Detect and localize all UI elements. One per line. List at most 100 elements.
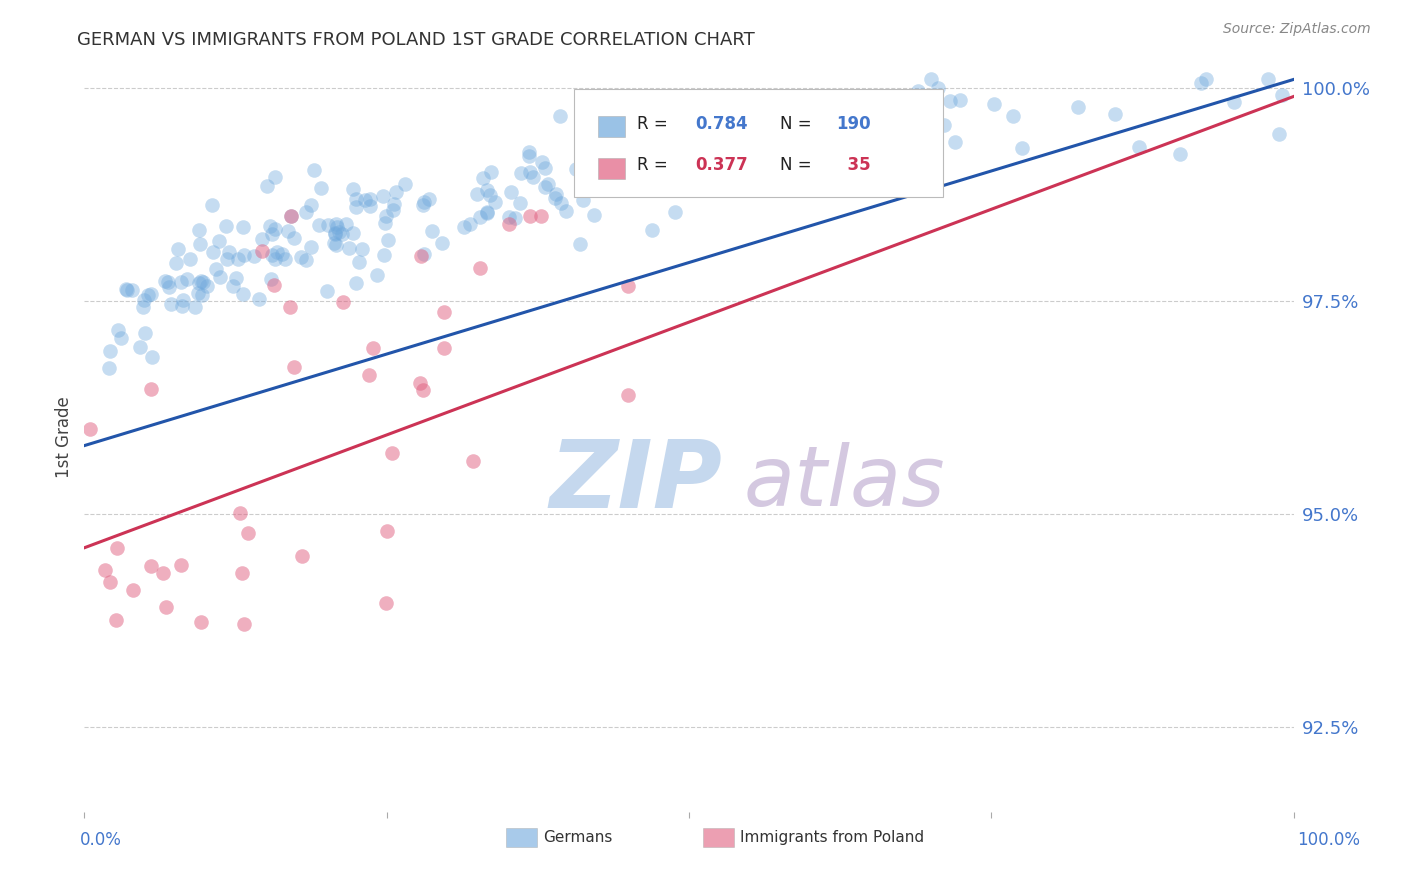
Point <box>907 84 929 98</box>
Point <box>121 583 143 598</box>
Point <box>184 301 207 315</box>
Point <box>97 360 120 375</box>
Point <box>498 217 520 231</box>
Point <box>432 236 454 251</box>
Point <box>325 217 347 231</box>
Point <box>880 143 903 157</box>
Point <box>394 177 416 191</box>
Point <box>1195 72 1218 87</box>
Point <box>366 268 388 283</box>
Point <box>614 152 637 166</box>
Point <box>308 218 330 232</box>
Bar <box>599 116 624 137</box>
Point <box>576 145 599 160</box>
Point <box>132 301 155 315</box>
Point <box>735 125 758 139</box>
Point <box>260 227 283 242</box>
Point <box>581 140 603 154</box>
Point <box>309 181 332 195</box>
Point <box>418 192 440 206</box>
Point <box>299 198 322 212</box>
Point <box>190 274 212 288</box>
Point <box>664 204 686 219</box>
Point <box>1011 141 1033 155</box>
Point <box>105 613 128 627</box>
Point <box>938 94 960 108</box>
Point <box>374 209 396 223</box>
Point <box>713 151 735 165</box>
Point <box>408 376 430 390</box>
Point <box>232 220 254 235</box>
Point <box>534 161 557 176</box>
Point <box>737 149 759 163</box>
Point <box>107 323 129 337</box>
Point <box>344 276 367 290</box>
Point <box>509 196 531 211</box>
Text: 100.0%: 100.0% <box>1298 831 1360 849</box>
Point <box>139 382 162 396</box>
Point <box>100 343 122 358</box>
Point <box>129 340 152 354</box>
Point <box>208 269 231 284</box>
Point <box>335 217 357 231</box>
Point <box>179 252 201 266</box>
Point <box>232 248 254 262</box>
Text: N =: N = <box>779 155 817 174</box>
Point <box>773 171 796 186</box>
Point <box>136 288 159 302</box>
Y-axis label: 1st Grade: 1st Grade <box>55 396 73 478</box>
Point <box>231 566 253 581</box>
Point <box>433 341 456 355</box>
Point <box>170 558 193 572</box>
Point <box>478 188 501 202</box>
Point <box>357 368 380 382</box>
Point <box>375 524 398 538</box>
Point <box>195 279 218 293</box>
FancyBboxPatch shape <box>574 88 943 197</box>
Point <box>115 283 138 297</box>
Point <box>801 150 824 164</box>
Point <box>471 171 494 186</box>
Point <box>280 209 302 223</box>
Point <box>94 563 117 577</box>
Point <box>1168 146 1191 161</box>
Point <box>433 305 456 319</box>
Point <box>202 244 225 259</box>
Point <box>384 186 406 200</box>
Point <box>420 224 443 238</box>
Point <box>582 208 605 222</box>
Point <box>593 179 616 194</box>
Point <box>1257 72 1279 87</box>
Point <box>325 237 347 252</box>
Point <box>374 216 396 230</box>
Point <box>232 287 254 301</box>
Point <box>475 205 498 219</box>
Point <box>132 293 155 308</box>
Point <box>215 219 238 234</box>
Point <box>291 549 314 564</box>
Point <box>226 252 249 266</box>
Point <box>157 280 180 294</box>
Point <box>927 80 949 95</box>
Text: atlas: atlas <box>744 442 945 523</box>
Point <box>1267 127 1289 141</box>
Point <box>295 252 318 267</box>
Point <box>98 574 121 589</box>
Point <box>467 187 489 202</box>
Point <box>477 183 499 197</box>
Point <box>920 144 942 158</box>
Text: Immigrants from Poland: Immigrants from Poland <box>740 830 924 845</box>
Point <box>568 237 591 252</box>
Point <box>200 198 222 212</box>
Point <box>299 240 322 254</box>
Point <box>295 205 318 219</box>
Point <box>498 210 520 224</box>
Point <box>222 279 245 293</box>
Text: 190: 190 <box>837 115 872 133</box>
Point <box>264 170 287 185</box>
Point <box>920 72 942 87</box>
Point <box>530 155 553 169</box>
Point <box>155 599 177 614</box>
Point <box>172 293 194 307</box>
Point <box>371 188 394 202</box>
